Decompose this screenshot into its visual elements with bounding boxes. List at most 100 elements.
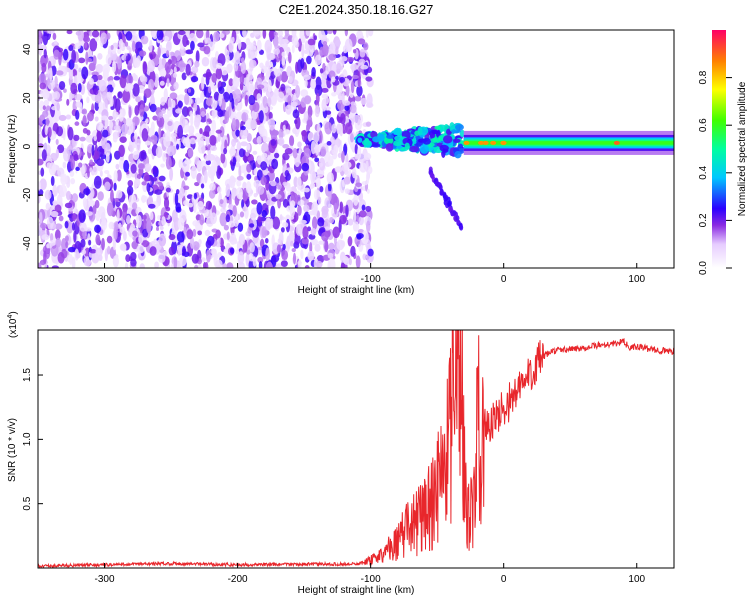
spectrogram-cell [334,75,339,81]
spectrogram-cell [457,143,463,149]
spectrogram-cell [322,106,331,111]
spectrogram-cell [281,51,286,57]
spectrogram-cell [81,66,89,80]
spectrogram-cell [339,201,344,214]
spectrogram-cell [261,210,268,218]
spectrogram-cell [160,96,166,106]
spectrogram-cell [81,108,88,115]
spectrogram-cell [155,146,163,158]
spectrogram-cell [41,149,47,162]
spectrogram-cell [201,257,206,262]
colorbar-tick-label: 0.6 [698,118,709,132]
spectrogram-cell [303,110,309,122]
spectrogram-cell [64,202,73,209]
spectrogram-cell [322,43,329,57]
spectrogram-x-tick-label: -300 [95,274,115,285]
spectrogram-cell [339,179,345,194]
spectrogram-cell [194,264,199,268]
spectrogram-y-label: Frequency (Hz) [7,115,18,184]
spectrogram-cell [182,137,191,147]
spectrogram-cell [315,93,320,104]
spectrogram-cell [65,114,72,120]
spectrogram-cell [240,125,246,131]
spectrogram-cell [134,47,139,54]
spectrogram-cell [356,85,363,97]
spectrogram-cell [141,128,149,142]
spectrogram-cell [396,127,402,138]
spectrogram-cell [242,206,246,212]
spectrogram-cell [132,83,140,97]
spectrogram-cell [357,75,361,88]
spectrogram-cell [285,185,292,192]
spectrogram-cell [245,181,252,194]
spectrogram-cell [175,108,182,114]
spectrogram-cell [156,30,164,41]
spectrogram-cell [354,95,362,102]
spectrogram-cell [117,48,122,55]
spectrogram-cell [75,31,82,36]
spectrogram-cell [228,40,234,53]
spectrogram-cell [169,167,174,181]
spectrogram-cell [193,102,198,112]
spectrogram-cell [301,43,305,58]
spectrogram-cell [54,204,62,213]
spectrogram-cell [112,83,116,88]
spectrogram-cell [113,226,118,240]
spectrogram-cell [245,38,251,46]
spectrogram-cell [320,146,327,157]
spectrogram-cell [82,229,88,239]
spectrogram-cell [131,240,139,250]
spectrogram-cell [75,166,80,172]
spectrogram-cell [115,163,120,170]
spectrogram-cell [359,48,366,58]
colorbar-tick-label: 0.0 [698,261,709,275]
spectrogram-cell [205,97,213,106]
spectrogram-cell [234,98,239,106]
spectrogram-cell [42,89,50,100]
spectrogram-cell [248,80,254,95]
spectrogram-cell [219,199,224,205]
spectrogram-cell [89,38,98,52]
spectrogram-cell [42,31,49,46]
spectrogram-cell [210,212,217,225]
spectrogram-cell [183,200,189,206]
spectrogram-cell [46,162,52,169]
snr-y-tick-label: 0.5 [22,496,33,510]
spectrogram-cell [246,132,252,142]
spectrogram-cell [62,48,69,61]
spectrogram-cell [142,61,148,75]
spectrogram-cell [285,104,292,115]
spectrogram-cell [130,258,137,267]
spectrogram-cell [45,117,50,127]
spectrogram-cell [246,73,254,81]
spectrogram-cell [301,162,310,172]
spectrogram-cell [359,162,368,173]
spectrogram-cell [280,71,289,83]
snr-x-label: Height of straight line (km) [298,585,415,596]
spectrogram-cell [313,189,320,201]
spectrogram-cell [284,169,290,177]
spectrogram-cell [201,56,210,67]
spectrogram-cell [133,74,138,82]
spectrogram-cell [350,245,356,257]
spectrogram-cell [321,93,329,99]
spectrogram-cell [273,35,279,50]
spectrogram-cell [356,30,364,39]
spectrogram-cell [210,174,215,182]
spectrogram-cell [257,185,265,195]
spectrogram-cell [311,216,318,230]
spectrogram-cell [104,118,109,127]
snr-y-tick-label: 1.5 [22,368,33,382]
spectrogram-cell [352,49,357,54]
spectrogram-cell [38,158,44,166]
spectrogram-cell [455,123,464,131]
spectrogram-cell [179,187,185,199]
spectrogram-cell [353,209,357,223]
spectrogram-cell [344,105,350,111]
spectrogram-cell [87,200,96,207]
spectrogram-cell [159,68,167,77]
spectrogram-cell [454,150,462,159]
spectrogram-cell [100,115,109,121]
spectrogram-cell [266,217,271,225]
colorbar-tick-label: 0.8 [698,70,709,84]
